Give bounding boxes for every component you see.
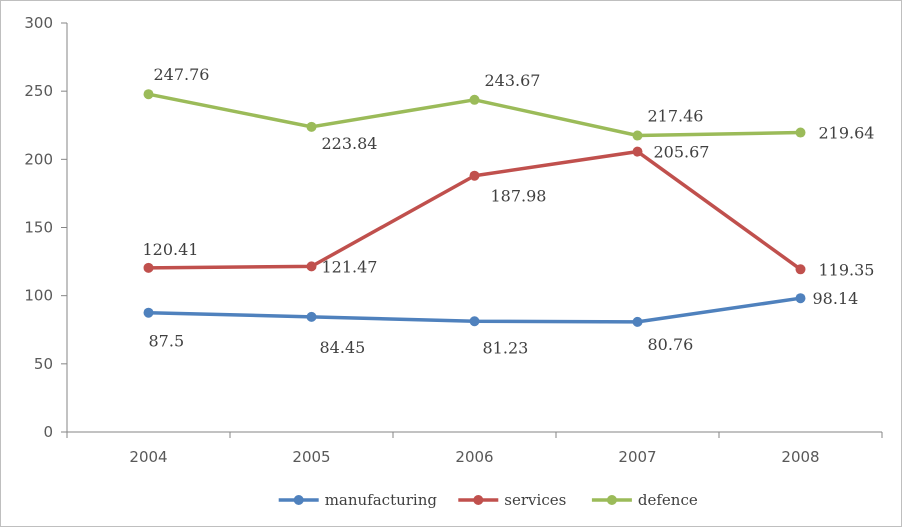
data-point-manufacturing: [795, 293, 806, 304]
legend-marker-manufacturing: [293, 495, 304, 505]
data-point-defence: [143, 89, 154, 100]
y-tick-label: 100: [24, 287, 53, 305]
legend-marker-services: [473, 495, 484, 505]
data-label-defence: 219.64: [819, 124, 875, 143]
y-tick-label: 300: [24, 14, 53, 32]
y-tick-label: 50: [34, 355, 53, 373]
data-point-services: [306, 261, 317, 272]
series-lines: [146, 92, 803, 324]
legend-label-manufacturing: manufacturing: [325, 491, 438, 509]
data-point-defence: [795, 127, 806, 138]
x-tick-label: 2007: [618, 448, 656, 466]
data-label-defence: 243.67: [485, 71, 541, 90]
y-tick-label: 0: [43, 423, 53, 441]
data-label-manufacturing: 84.45: [320, 338, 366, 357]
legend: manufacturing services defence: [278, 491, 698, 509]
axes: 0 50 100 150 200 250 300 2004 2005 2006 2007 2008: [24, 14, 883, 466]
data-point-manufacturing: [143, 307, 154, 318]
data-label-manufacturing: 98.14: [813, 289, 859, 308]
data-point-services: [143, 262, 154, 273]
series-line-services: [146, 149, 803, 272]
data-point-manufacturing: [469, 316, 480, 327]
data-point-defence: [469, 94, 480, 105]
data-point-manufacturing: [632, 316, 643, 327]
data-label-manufacturing: 87.5: [149, 332, 185, 351]
series-points: [143, 89, 806, 327]
y-tick-label: 250: [24, 82, 53, 100]
data-label-services: 121.47: [322, 257, 378, 276]
data-labels: 87.5 84.45 81.23 80.76 98.14 120.41 121.47 187.…: [143, 65, 875, 357]
data-label-defence: 217.46: [648, 107, 704, 126]
data-point-manufacturing: [306, 311, 317, 322]
data-point-services: [795, 264, 806, 275]
legend-label-services: services: [504, 491, 566, 509]
data-point-defence: [306, 121, 317, 132]
x-tick-label: 2004: [129, 448, 167, 466]
data-label-services: 187.98: [491, 187, 547, 206]
data-point-services: [632, 146, 643, 157]
data-point-defence: [632, 130, 643, 141]
data-point-services: [469, 170, 480, 181]
y-tick-label: 150: [24, 219, 53, 237]
data-label-services: 120.41: [143, 240, 199, 259]
legend-marker-defence: [606, 495, 617, 505]
x-tick-label: 2008: [781, 448, 819, 466]
data-label-manufacturing: 80.76: [648, 335, 694, 354]
data-label-services: 119.35: [819, 260, 875, 279]
data-label-manufacturing: 81.23: [483, 338, 529, 357]
x-tick-label: 2006: [455, 448, 493, 466]
data-label-defence: 223.84: [322, 134, 378, 153]
x-tick-label: 2005: [292, 448, 330, 466]
data-label-defence: 247.76: [154, 65, 210, 84]
data-label-services: 205.67: [654, 143, 710, 162]
legend-label-defence: defence: [638, 491, 698, 509]
y-tick-label: 200: [24, 150, 53, 168]
